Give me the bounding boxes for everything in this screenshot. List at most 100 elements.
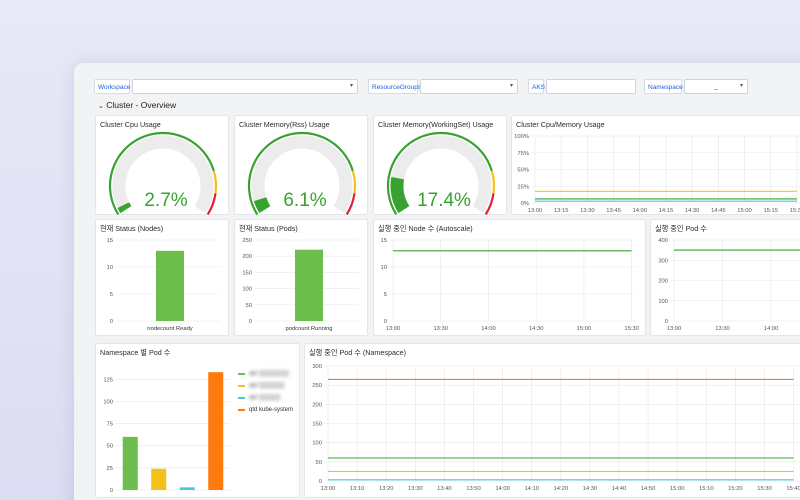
legend-item[interactable]: qtd kube-system	[238, 404, 293, 416]
x-tick-label: 14:45	[711, 208, 726, 214]
panel-title: 현재 Status (Nodes)	[100, 224, 164, 233]
y-tick-label: 10	[107, 265, 113, 271]
panel-title: Cluster Cpu Usage	[100, 120, 161, 129]
panel-title: Namespace 별 Pod 수	[100, 348, 171, 357]
x-tick-label: 14:30	[529, 326, 544, 332]
bar	[208, 372, 224, 490]
y-tick-label: 125	[103, 377, 113, 383]
x-tick-label: 14:20	[554, 486, 569, 492]
y-tick-label: 15	[107, 238, 113, 244]
gauge-value-label: 2.7%	[144, 190, 187, 211]
node-autoscale-panel: 실행 중인 Node 수 (Autoscale) 0 5 10 15 13:00 13:3…	[373, 219, 646, 336]
collapse-chevron-icon: ⌄	[98, 103, 104, 110]
y-tick-label: 50%	[517, 168, 529, 174]
y-tick-label: 200	[312, 402, 322, 408]
x-tick-label: 13:30	[408, 486, 423, 492]
bar	[179, 487, 195, 490]
gauge-panel-cpu: Cluster Cpu Usage 2.7%	[95, 115, 229, 215]
namespace-value: _	[714, 83, 718, 90]
y-tick-label: 100	[242, 287, 252, 293]
legend-swatch	[238, 397, 245, 399]
x-tick-label: 14:30	[583, 486, 598, 492]
y-tick-label: 0	[110, 488, 113, 494]
x-category-label: nodecount Ready	[147, 326, 193, 332]
namespace-pods-panel: Namespace 별 Pod 수 0 25 50 75 100 125 qtd ▒▒▒▒…	[95, 343, 300, 498]
pod-count-panel: 실행 중인 Pod 수 0 100 200 300 400 13:00 13:30 14:00…	[650, 219, 800, 336]
legend-label: qtd ▒▒▒▒▒▒▒	[249, 371, 289, 377]
x-tick-label: 15:20	[728, 486, 743, 492]
x-tick-label: 14:15	[659, 208, 674, 214]
y-tick-label: 50	[246, 303, 252, 309]
gauge-value-label: 6.1%	[283, 190, 326, 211]
x-tick-label: 13:00	[321, 486, 336, 492]
node-autoscale-line-chart: 0 5 10 15 13:00 13:30 14:00 14:30 15:00 15:30	[381, 238, 639, 332]
gauge-value-arc	[390, 177, 410, 214]
x-tick-label: 13:40	[437, 486, 452, 492]
workspace-label: Workspace	[94, 79, 130, 94]
x-category-label: podcount Running	[285, 326, 332, 332]
filter-bar: Workspace ▾ ResourceGroups ▾ AKS Namespa…	[94, 79, 800, 95]
legend-item[interactable]: qtd ▒▒▒▒▒▒	[238, 380, 293, 392]
panel-title: 실행 중인 Node 수 (Autoscale)	[378, 224, 473, 233]
y-tick-label: 150	[242, 270, 252, 276]
legend-label: qtd ▒▒▒▒▒	[249, 395, 281, 401]
section-title: Cluster - Overview	[106, 100, 177, 110]
x-tick-label: 13:30	[580, 208, 595, 214]
gauge-track	[112, 135, 214, 214]
nodes-bar-chart: 0 5 10 15 nodecount Ready	[107, 238, 220, 332]
gauge-threshold-yellow	[212, 170, 218, 194]
y-tick-label: 0%	[521, 201, 529, 207]
x-tick-label: 13:20	[379, 486, 394, 492]
x-tick-label: 15:00	[577, 326, 592, 332]
y-tick-label: 10	[381, 265, 387, 271]
namespace-pod-count-line-chart: 0 50 100 150 200 250 300 13:00 13:10 13:20 13:30 13…	[312, 364, 800, 492]
x-tick-label: 14:50	[641, 486, 656, 492]
legend-item[interactable]: qtd ▒▒▒▒▒▒▒	[238, 368, 293, 380]
namespace-select[interactable]: _ ▾	[684, 79, 748, 94]
x-tick-label: 13:15	[554, 208, 569, 214]
y-tick-label: 5	[110, 292, 113, 298]
legend-label: qtd ▒▒▒▒▒▒	[249, 383, 285, 389]
x-tick-label: 14:30	[685, 208, 700, 214]
x-tick-label: 15:10	[699, 486, 714, 492]
y-tick-label: 100%	[514, 134, 529, 140]
x-tick-label: 14:10	[524, 486, 539, 492]
x-tick-label: 13:30	[715, 326, 730, 332]
y-tick-label: 0	[110, 319, 113, 325]
x-tick-label: 14:00	[764, 326, 779, 332]
gauge-value-arc	[253, 197, 271, 214]
y-tick-label: 250	[242, 238, 252, 244]
y-tick-label: 50	[316, 460, 322, 466]
x-tick-label: 14:00	[481, 326, 496, 332]
gauge-cpu: 2.7%	[108, 131, 218, 215]
y-tick-label: 0	[249, 319, 252, 325]
bar	[295, 249, 323, 321]
panel-title: 실행 중인 Pod 수 (Namespace)	[309, 348, 406, 357]
chevron-down-icon: ▾	[739, 83, 743, 89]
legend-label: qtd kube-system	[249, 407, 294, 413]
gauge-threshold-green	[386, 131, 493, 215]
pods-bar-chart: 0 50 100 150 200 250 podcount Running	[242, 238, 359, 332]
x-tick-label: 13:00	[386, 326, 401, 332]
x-tick-label: 14:00	[633, 208, 648, 214]
chevron-down-icon: ▾	[509, 83, 513, 89]
y-tick-label: 0	[319, 479, 322, 485]
workspace-select[interactable]: ▾	[132, 79, 358, 94]
resource-groups-select[interactable]: ▾	[420, 79, 518, 94]
gauge-threshold-red	[206, 193, 217, 215]
legend-item[interactable]: qtd ▒▒▒▒▒	[238, 392, 293, 404]
y-tick-label: 75	[107, 422, 113, 428]
chevron-down-icon: ▾	[349, 83, 353, 89]
gauge-value-label: 17.4%	[417, 190, 471, 211]
gauge-value-arc	[117, 202, 132, 214]
section-header[interactable]: ⌄ Cluster - Overview	[98, 100, 176, 110]
gauge-threshold-yellow	[490, 170, 496, 194]
y-tick-label: 250	[312, 383, 322, 389]
x-tick-label: 15:30	[624, 326, 639, 332]
namespace-legend: qtd ▒▒▒▒▒▒▒ qtd ▒▒▒▒▒▒ qtd ▒▒▒▒▒ qtd kub…	[238, 368, 293, 416]
y-tick-label: 25%	[517, 184, 529, 190]
aks-input[interactable]	[546, 79, 636, 94]
resource-groups-label: ResourceGroups	[368, 79, 421, 94]
panel-title: 실행 중인 Pod 수	[655, 224, 707, 233]
legend-swatch	[238, 409, 245, 411]
